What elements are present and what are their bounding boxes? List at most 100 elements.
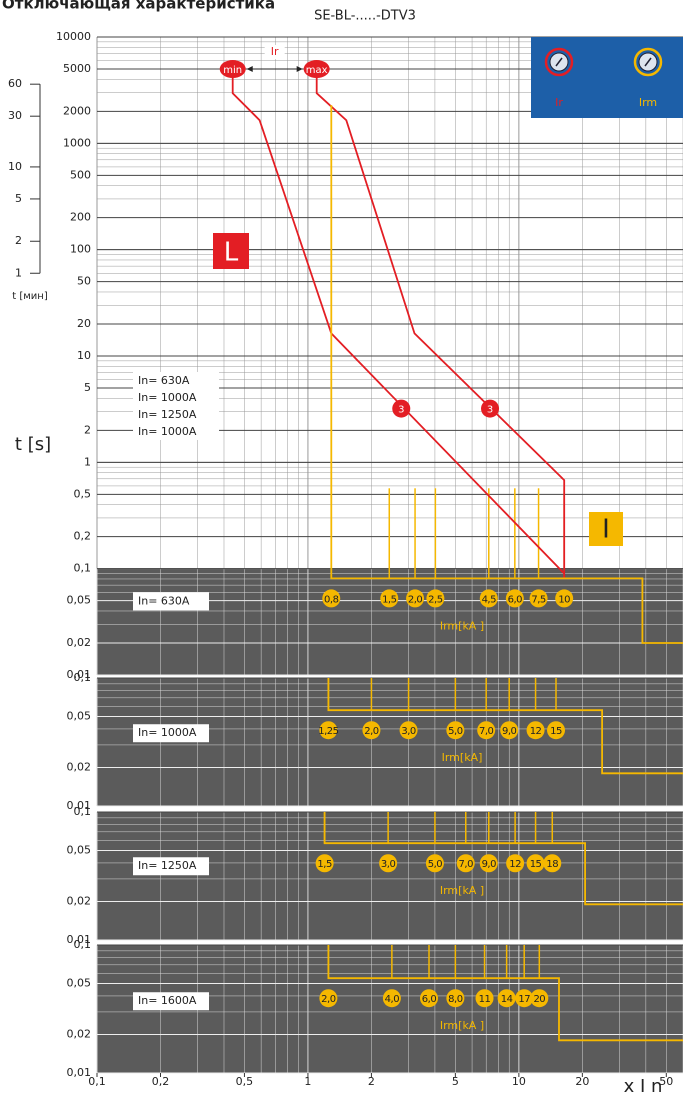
y-tick-label: 0,1 xyxy=(74,805,92,818)
setting-label: 10 xyxy=(558,594,570,605)
ir-max xyxy=(303,60,330,79)
ir-label: Ir xyxy=(271,45,279,58)
y-tick-label: 500 xyxy=(70,168,91,181)
irm-label: Irm[kA ] xyxy=(440,619,484,632)
setting-dot xyxy=(315,854,334,873)
y2-tick-label: 60 xyxy=(8,77,22,90)
setting-label: 5,0 xyxy=(428,859,443,870)
setting-label: 18 xyxy=(546,859,558,870)
setting-dot xyxy=(547,721,566,740)
setting-dot xyxy=(555,589,574,608)
ir-max-label: max xyxy=(306,65,328,76)
x-tick-label: 50 xyxy=(659,1075,673,1088)
y-tick-label: 0,01 xyxy=(67,1066,92,1079)
x-tick-label: 20 xyxy=(575,1075,589,1088)
y-tick-label: 0,05 xyxy=(67,710,92,723)
setting-dot xyxy=(420,989,439,1008)
marker xyxy=(481,399,500,418)
setting-dot xyxy=(505,589,524,608)
y-tick-label: 0,1 xyxy=(74,562,92,575)
setting-dot xyxy=(456,854,475,873)
setting-dot xyxy=(479,589,498,608)
subtitle: SE-BL-.....-DTV3 xyxy=(314,9,416,24)
x-tick-label: 1 xyxy=(304,1075,311,1088)
title: Отключающая характеристика xyxy=(2,0,275,13)
y-tick-label: 0,2 xyxy=(74,530,92,543)
irm-label: Irm[kA] xyxy=(442,751,483,764)
marker-label: 3 xyxy=(487,405,493,416)
zone-badge xyxy=(589,512,623,546)
y-tick-label: 0,5 xyxy=(74,487,92,500)
ir-label-bg xyxy=(264,45,285,60)
x-tick-label: 5 xyxy=(452,1075,459,1088)
setting-dot xyxy=(497,989,516,1008)
y-tick-label: 2 xyxy=(84,423,91,436)
dial-slot xyxy=(644,57,652,67)
rated-box xyxy=(133,724,209,743)
y-tick-label: 0,05 xyxy=(67,594,92,607)
setting-label: 3,0 xyxy=(401,726,416,737)
y-tick-label: 10000 xyxy=(56,30,91,43)
ir-min xyxy=(219,60,246,79)
setting-dot xyxy=(319,989,338,1008)
curve xyxy=(231,74,565,575)
setting-label: 2,0 xyxy=(364,726,379,737)
y2-axis-label: t [мин] xyxy=(12,291,48,302)
irm-label: Irm[kA ] xyxy=(440,1019,484,1032)
setting-dot xyxy=(446,989,465,1008)
y-tick-label: 5 xyxy=(84,381,91,394)
shaded-area xyxy=(97,812,683,940)
setting-dot xyxy=(362,721,381,740)
y-axis-label: t [s] xyxy=(15,434,51,455)
setting-dot xyxy=(426,589,445,608)
setting-label: 11 xyxy=(479,994,491,1005)
dial xyxy=(633,47,663,77)
rated-list-bg xyxy=(133,372,219,440)
rated-current: In= 1600A xyxy=(138,994,197,1007)
setting-dot xyxy=(475,989,494,1008)
marker-label: 3 xyxy=(398,405,404,416)
y-tick-label: 10 xyxy=(77,349,91,362)
setting-dot xyxy=(399,721,418,740)
shaded-area xyxy=(97,568,683,675)
setting-dot xyxy=(530,989,549,1008)
x-tick-label: 0,1 xyxy=(88,1075,106,1088)
y-tick-label: 100 xyxy=(70,243,91,256)
setting-label: 1,5 xyxy=(317,859,332,870)
curve xyxy=(327,678,683,775)
setting-dot xyxy=(380,589,399,608)
setting-dot xyxy=(406,589,425,608)
y2-tick-label: 10 xyxy=(8,160,22,173)
setting-label: 12 xyxy=(530,726,542,737)
x-tick-label: 2 xyxy=(368,1075,375,1088)
y-tick-label: 5000 xyxy=(63,62,91,75)
dial-slot xyxy=(555,57,563,67)
y-tick-label: 20 xyxy=(77,317,91,330)
setting-label: 1,5 xyxy=(382,594,397,605)
setting-label: 7,0 xyxy=(459,859,474,870)
y-tick-label: 0,1 xyxy=(74,671,92,684)
setting-label: 8,0 xyxy=(448,994,463,1005)
y-tick-label: 0,02 xyxy=(67,1027,92,1040)
rated-list-item: In= 1000A xyxy=(138,391,197,404)
curve xyxy=(323,812,683,906)
y-tick-label: 1 xyxy=(84,455,91,468)
y-tick-label: 0,01 xyxy=(67,668,92,681)
ir-min-label: min xyxy=(223,65,242,76)
setting-label: 1,25 xyxy=(318,726,338,737)
rated-list-item: In= 1250A xyxy=(138,408,197,421)
setting-label: 15 xyxy=(530,859,542,870)
y-tick-label: 50 xyxy=(77,275,91,288)
setting-dot xyxy=(477,721,496,740)
setting-label: 17 xyxy=(518,994,530,1005)
setting-label: 2,0 xyxy=(408,594,423,605)
setting-label: 4,0 xyxy=(385,994,400,1005)
rated-current: In= 630A xyxy=(138,594,190,607)
y-tick-label: 0,1 xyxy=(74,938,92,951)
setting-dot xyxy=(529,589,548,608)
setting-label: 3,0 xyxy=(381,859,396,870)
setting-dot xyxy=(382,989,401,1008)
setting-dot xyxy=(319,721,338,740)
